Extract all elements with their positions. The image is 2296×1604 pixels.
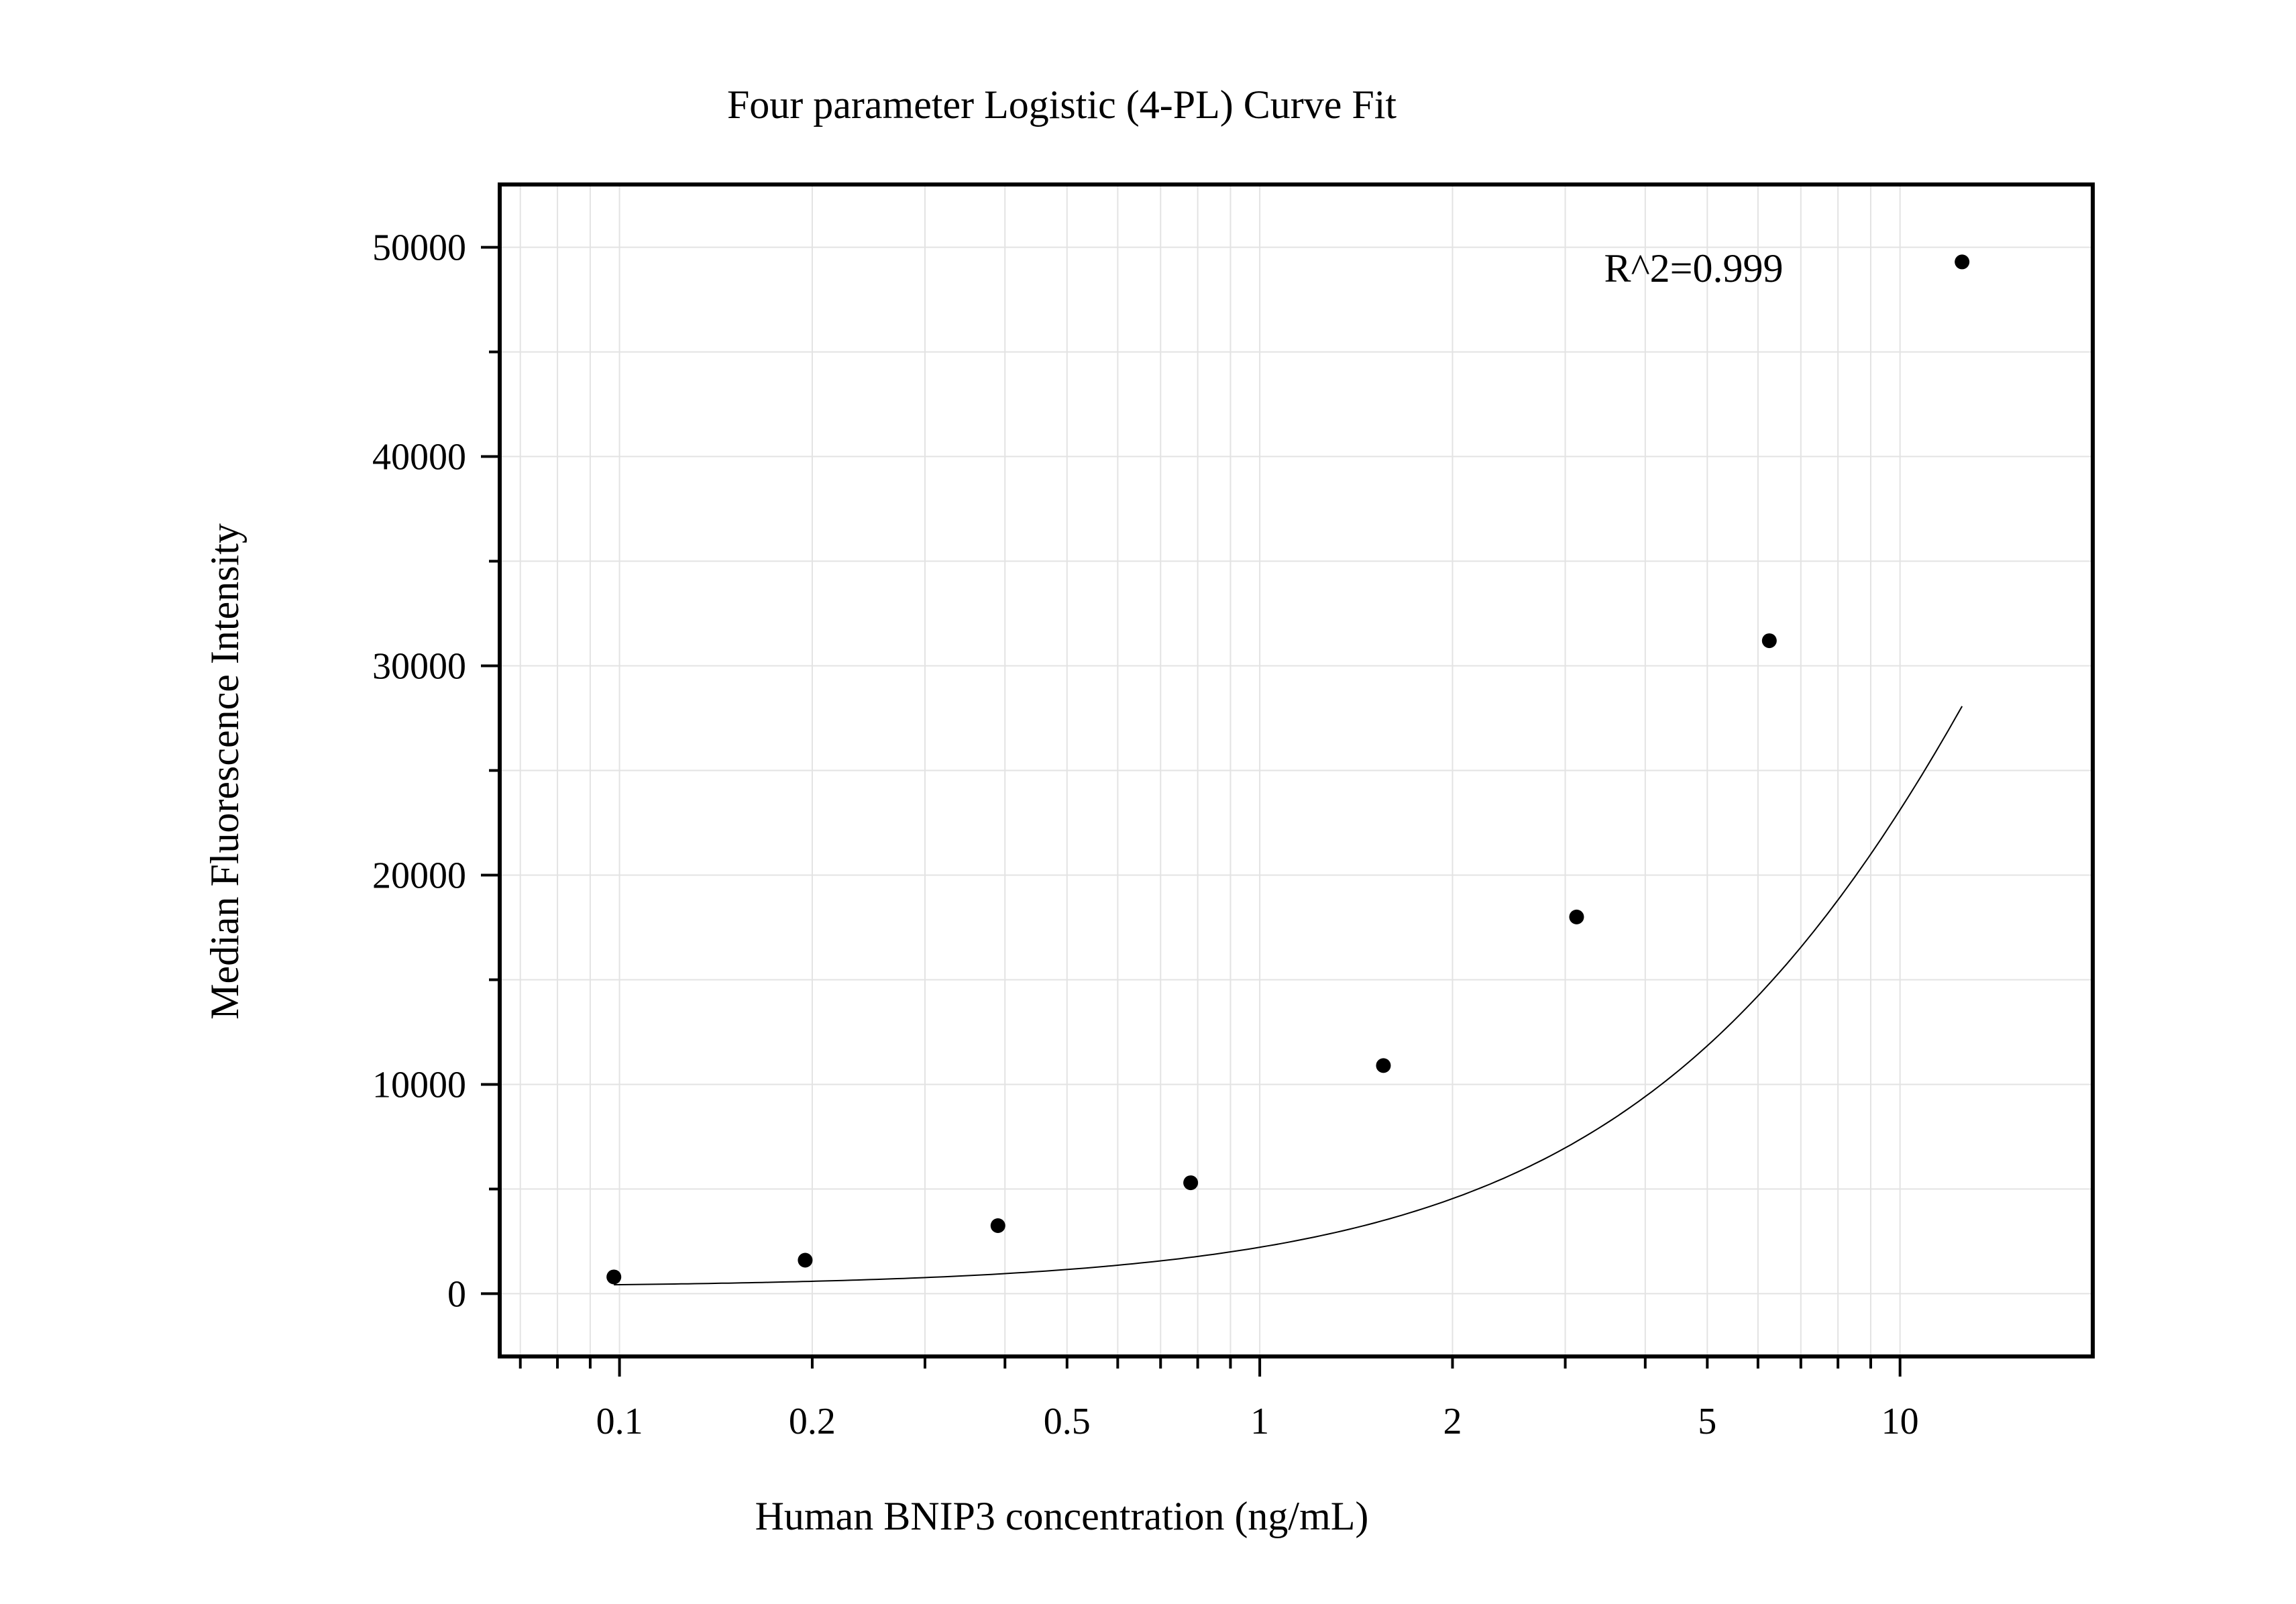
r-squared-annotation: R^2=0.999 bbox=[1604, 246, 1783, 290]
x-tick-label: 0.1 bbox=[596, 1401, 643, 1442]
y-tick-label: 10000 bbox=[372, 1064, 466, 1106]
data-point bbox=[1761, 633, 1777, 649]
data-point bbox=[990, 1218, 1005, 1234]
y-tick-label: 0 bbox=[447, 1273, 466, 1315]
x-axis-label: Human BNIP3 concentration (ng/mL) bbox=[755, 1494, 1369, 1538]
y-tick-label: 20000 bbox=[372, 855, 466, 896]
data-point bbox=[1955, 254, 1970, 270]
data-point bbox=[1569, 909, 1584, 924]
fit-curve bbox=[614, 706, 1963, 1286]
chart-title: Four parameter Logistic (4-PL) Curve Fit bbox=[727, 83, 1397, 127]
y-tick-label: 30000 bbox=[372, 646, 466, 688]
x-tick-label: 1 bbox=[1250, 1401, 1269, 1442]
data-points bbox=[606, 254, 1970, 1285]
data-point bbox=[798, 1252, 813, 1268]
x-tick-label: 0.5 bbox=[1044, 1401, 1091, 1442]
y-tick-label: 40000 bbox=[372, 437, 466, 478]
grid-lines bbox=[500, 184, 2093, 1356]
y-axis-label: Median Fluorescence Intensity bbox=[203, 523, 247, 1020]
x-tick-label: 2 bbox=[1443, 1401, 1462, 1442]
tick-labels: 0.1 0.2 0.5 1 2 5 10 0 10000 20000 30000 40000 50000 bbox=[372, 227, 1919, 1442]
data-point bbox=[1183, 1175, 1199, 1191]
x-tick-label: 0.2 bbox=[789, 1401, 836, 1442]
x-tick-label: 10 bbox=[1881, 1401, 1919, 1442]
data-point bbox=[1376, 1058, 1391, 1073]
axis-ticks bbox=[481, 246, 1902, 1377]
y-tick-label: 50000 bbox=[372, 227, 466, 269]
x-tick-label: 5 bbox=[1698, 1401, 1716, 1442]
data-point bbox=[606, 1269, 622, 1285]
